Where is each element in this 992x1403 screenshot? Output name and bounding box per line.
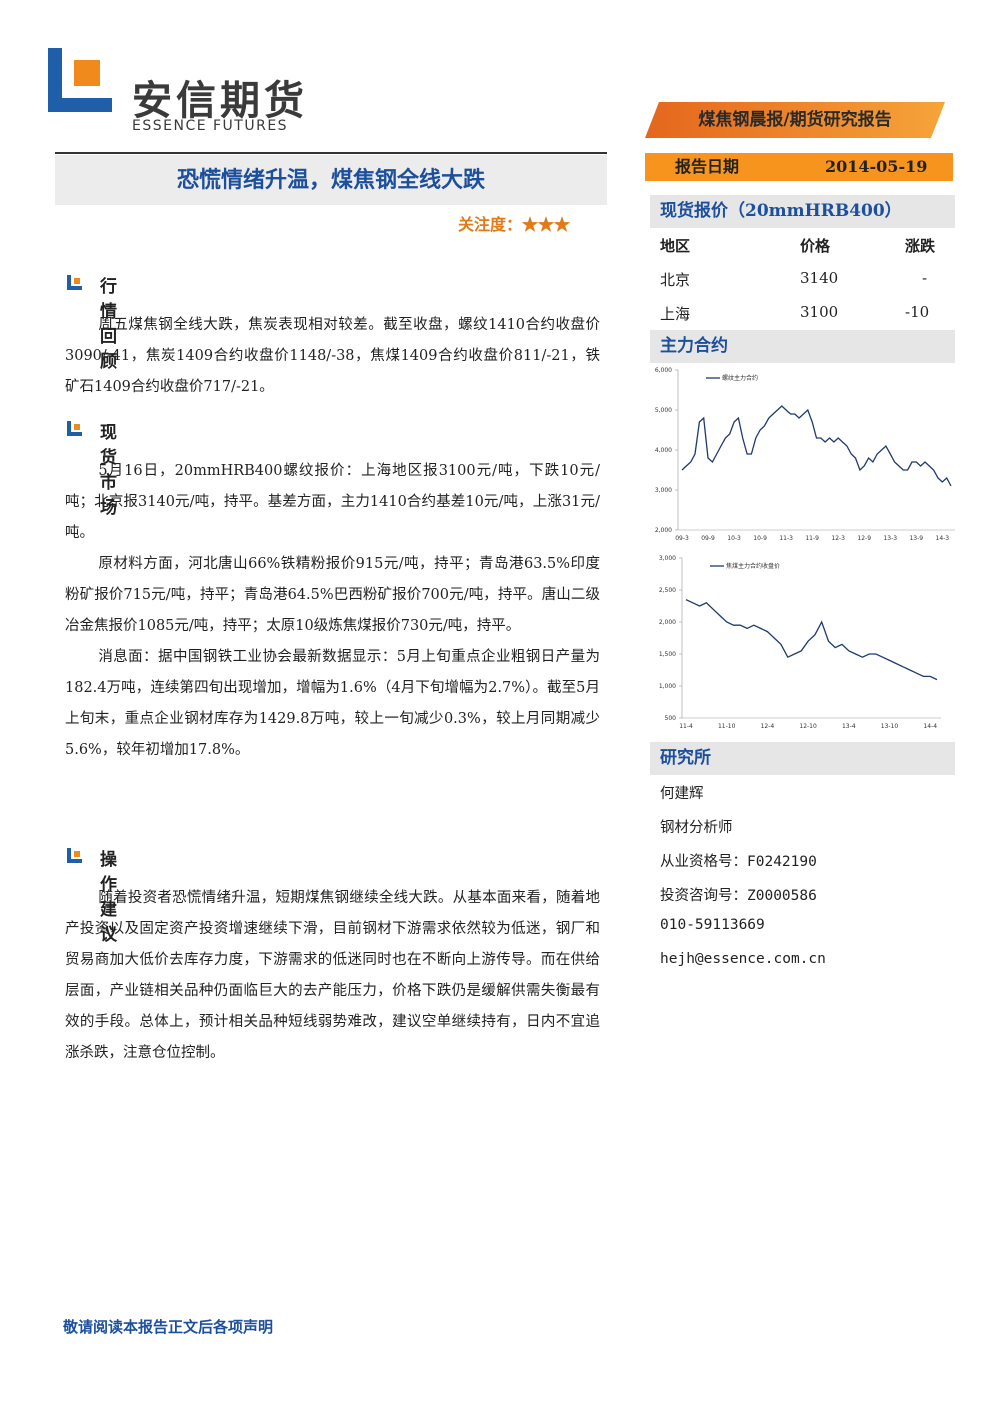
logo-mark [48, 48, 112, 112]
banner: 煤焦钢晨报/期货研究报告 [645, 102, 945, 138]
y-tick-label: 2,500 [659, 587, 676, 594]
x-tick-label: 09-9 [701, 535, 715, 542]
x-tick-label: 09-3 [675, 535, 689, 542]
paragraph: 消息面：据中国钢铁工业协会最新数据显示：5月上旬重点企业粗钢日产量为182.4万… [65, 649, 600, 758]
paragraph: 周五煤焦钢全线大跌，焦炭表现相对较差。截至收盘，螺纹1410合约收盘价3090/… [65, 317, 600, 395]
paragraph: 5月16日，20mmHRB400螺纹报价：上海地区报3100元/吨，下跌10元/… [65, 463, 600, 541]
x-tick-label: 11-4 [679, 723, 693, 730]
x-tick-label: 11-3 [779, 535, 793, 542]
logo-en: ESSENCE FUTURES [132, 118, 289, 134]
table-header: 价格 [800, 237, 831, 255]
x-tick-label: 10-3 [727, 535, 741, 542]
x-tick-label: 10-9 [753, 535, 767, 542]
table-cell: 北京 [660, 271, 691, 289]
table-cell: - [922, 269, 928, 287]
table-cell: 3140 [800, 269, 839, 287]
date-value: 2014-05-19 [825, 157, 928, 176]
paragraph: 随着投资者恐慌情绪升温，短期煤焦钢继续全线大跌。从基本面来看，随着地产投资以及固… [65, 890, 600, 1061]
x-tick-label: 11-9 [805, 535, 819, 542]
y-tick-label: 1,000 [659, 683, 676, 690]
footer: 敬请阅读本报告正文后各项声明 [63, 1318, 274, 1336]
table-cell: 上海 [660, 305, 691, 323]
y-tick-label: 3,000 [659, 555, 676, 562]
research-title: 研究所 [650, 742, 955, 775]
y-tick-label: 3,000 [655, 487, 672, 494]
research-line: 何建辉 [660, 786, 704, 802]
x-tick-label: 13-9 [909, 535, 923, 542]
section-heading: 行情回顾 [100, 277, 117, 372]
x-tick-label: 12-4 [761, 723, 775, 730]
section-heading: 操作建议 [100, 850, 117, 945]
y-tick-label: 2,000 [655, 527, 672, 534]
research-line: 钢材分析师 [660, 820, 733, 836]
charts: 2,000 3,000 4,000 5,000 6,000 09-3 09-9 10-3 10-… [655, 367, 955, 730]
title: 恐慌情绪升温，煤焦钢全线大跌 [55, 155, 607, 205]
y-tick-label: 2,000 [659, 619, 676, 626]
y-tick-label: 5,000 [655, 407, 672, 414]
section-icon [67, 275, 82, 290]
table-cell: -10 [905, 303, 930, 321]
y-tick-label: 6,000 [655, 367, 672, 374]
research-line: hejh@essence.com.cn [660, 951, 826, 967]
section-icon [67, 421, 82, 436]
y-tick-label: 1,500 [659, 651, 676, 658]
section-icon [67, 848, 82, 863]
x-tick-label: 13-10 [881, 723, 899, 730]
date-label: 报告日期 [675, 157, 740, 176]
series-line [681, 405, 952, 487]
research-line: 从业资格号：F0242190 [660, 854, 817, 870]
spot-title: 现货报价（20mmHRB400） [650, 195, 955, 228]
x-tick-label: 12-3 [831, 535, 845, 542]
x-tick-label: 14-3 [936, 535, 950, 542]
contract-title: 主力合约 [650, 330, 955, 363]
table-header: 涨跌 [905, 237, 936, 255]
table-header: 地区 [660, 237, 691, 255]
y-tick-label: 500 [665, 715, 677, 722]
rule [55, 152, 607, 154]
section-heading: 现货市场 [100, 423, 117, 518]
x-tick-label: 13-3 [883, 535, 897, 542]
x-tick-label: 12-10 [799, 723, 817, 730]
icon-orange [74, 851, 80, 857]
y-tick-label: 4,000 [655, 447, 672, 454]
research-line: 投资咨询号：Z0000586 [660, 888, 817, 904]
attention: 关注度：★★★ [458, 215, 571, 234]
logo-orange [74, 60, 100, 86]
research-line: 010-59113669 [660, 917, 765, 933]
legend-label: 螺纹主力合约 [722, 374, 758, 382]
table-cell: 3100 [800, 303, 839, 321]
x-tick-label: 11-10 [718, 723, 736, 730]
date-bar: 报告日期 2014-05-19 [645, 153, 953, 181]
logo-cn: 安信期货 [132, 78, 308, 124]
icon-orange [74, 424, 80, 430]
icon-orange [74, 278, 80, 284]
paragraph: 原材料方面，河北唐山66%铁精粉报价915元/吨，持平；青岛港63.5%印度粉矿… [65, 556, 600, 634]
legend-label: 焦煤主力合约收盘价 [726, 562, 780, 570]
x-tick-label: 12-9 [857, 535, 871, 542]
x-tick-label: 14-4 [923, 723, 937, 730]
series-line [685, 599, 938, 681]
x-tick-label: 13-4 [842, 723, 856, 730]
